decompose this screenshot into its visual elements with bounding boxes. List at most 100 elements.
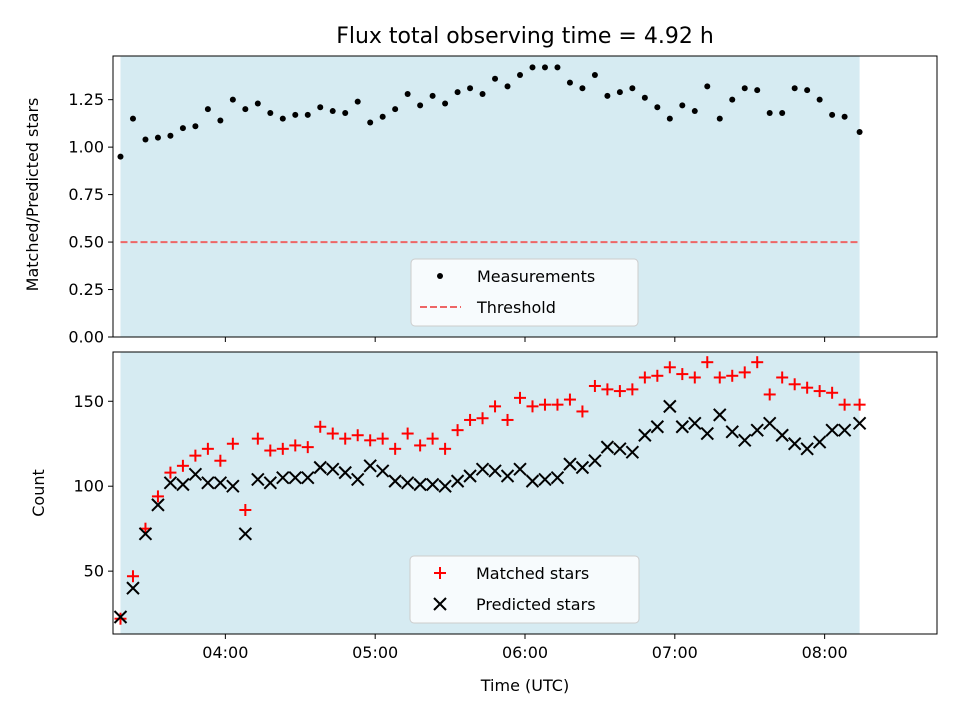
measurement-point xyxy=(716,115,723,122)
measurement-point xyxy=(779,109,786,116)
top-plot-frame xyxy=(112,55,938,338)
predicted-star-point xyxy=(575,460,590,475)
predicted-star-point xyxy=(812,435,827,449)
matched-star-point xyxy=(164,466,177,479)
matched-star-point xyxy=(776,371,789,384)
measurement-point xyxy=(379,113,386,120)
measurement-point xyxy=(554,64,561,71)
predicted-star-point xyxy=(825,423,839,437)
predicted-star-point xyxy=(738,433,752,448)
matched-star-point xyxy=(489,400,502,413)
predicted-star-point xyxy=(837,423,852,437)
bottom-plot-frame xyxy=(112,351,938,635)
measurement-point xyxy=(816,96,823,103)
predicted-star-point xyxy=(326,462,340,476)
predicted-star-point xyxy=(787,437,802,451)
predicted-star-point xyxy=(775,428,789,442)
predicted-star-point xyxy=(600,440,615,454)
measurement-point xyxy=(267,109,274,116)
matched-star-point xyxy=(201,442,214,455)
matched-star-point xyxy=(838,398,851,411)
predicted-star-point xyxy=(238,527,253,541)
measurement-point xyxy=(691,108,698,115)
matched-star-point xyxy=(176,459,189,472)
measurement-point xyxy=(192,123,199,130)
predicted-star-point xyxy=(563,457,577,471)
predicted-star-point xyxy=(613,442,627,456)
measurement-point xyxy=(229,96,236,103)
matched-star-point xyxy=(763,388,776,401)
predicted-star-point xyxy=(313,460,327,475)
legend-x-marker xyxy=(433,597,447,611)
measurement-point xyxy=(354,98,361,105)
matched-star-point xyxy=(214,454,227,467)
predicted-star-point xyxy=(500,469,515,483)
matched-star-point xyxy=(638,371,651,384)
matched-star-point xyxy=(376,432,389,445)
matched-star-point xyxy=(613,385,626,398)
predicted-star-point xyxy=(725,425,739,439)
predicted-star-point xyxy=(301,471,315,485)
predicted-star-point xyxy=(852,416,867,431)
predicted-star-point xyxy=(675,420,690,434)
matched-star-point xyxy=(239,503,252,516)
measurement-point xyxy=(856,128,863,135)
measurement-point xyxy=(529,64,536,71)
matched-star-point xyxy=(701,356,714,369)
matched-star-point xyxy=(314,420,327,433)
predicted-star-point xyxy=(288,471,302,485)
measurement-point xyxy=(404,90,411,97)
matched-star-point xyxy=(326,427,339,440)
measurement-point xyxy=(666,115,673,122)
legend-predicted-label: Predicted stars xyxy=(476,595,596,614)
predicted-star-point xyxy=(762,416,777,431)
measurement-point xyxy=(442,100,449,107)
matched-star-point xyxy=(126,570,139,583)
matched-star-point xyxy=(813,385,826,398)
predicted-star-point xyxy=(400,476,415,490)
matched-star-point xyxy=(601,383,614,396)
measurement-point xyxy=(204,106,211,113)
predicted-star-point xyxy=(650,420,665,434)
top-x-tick-marks xyxy=(224,337,826,342)
matched-star-point xyxy=(301,441,314,454)
legend-matched-label: Matched stars xyxy=(476,564,589,583)
predicted-star-point xyxy=(550,471,565,485)
bottom-legend-box xyxy=(409,555,640,624)
predicted-star-point xyxy=(350,472,365,487)
matched-star-point xyxy=(801,381,814,394)
measurement-point xyxy=(704,83,711,90)
bottom-x-ticks: 04:00 05:00 06:00 07:00 08:00 xyxy=(202,634,848,662)
y-tick-label: 0.50 xyxy=(68,233,104,252)
predicted-star-point xyxy=(176,477,190,492)
x-tick-label: 07:00 xyxy=(652,643,698,662)
predicted-star-point xyxy=(625,445,640,459)
matched-star-point xyxy=(289,439,302,452)
matched-star-point xyxy=(439,442,452,455)
measurement-point xyxy=(429,92,436,99)
predicted-star-point xyxy=(151,498,165,512)
matched-star-point xyxy=(738,366,751,379)
matched-star-point xyxy=(626,383,639,396)
matched-star-point xyxy=(451,424,464,437)
matched-star-point xyxy=(276,442,289,455)
predicted-star-point xyxy=(475,462,490,476)
legend-threshold-label: Threshold xyxy=(476,298,556,317)
measurement-point xyxy=(242,106,249,113)
y-tick-label: 0.00 xyxy=(68,328,104,347)
bottom-y-axis-label: Count xyxy=(29,469,48,517)
top-series-points xyxy=(117,64,863,160)
top-panel: Flux total observing time = 4.92 h 0.000… xyxy=(23,24,938,347)
matched-star-point xyxy=(563,393,576,406)
predicted-star-point xyxy=(388,474,402,488)
y-tick-label: 150 xyxy=(73,392,104,411)
matched-star-point xyxy=(514,391,527,404)
predicted-star-point xyxy=(188,467,203,482)
matched-star-point xyxy=(551,398,564,411)
matched-star-point xyxy=(726,369,739,382)
predicted-star-point xyxy=(263,476,278,490)
matched-star-point xyxy=(751,356,764,369)
matched-star-point xyxy=(226,437,239,450)
matched-star-point xyxy=(826,386,839,399)
measurement-point xyxy=(729,96,736,103)
